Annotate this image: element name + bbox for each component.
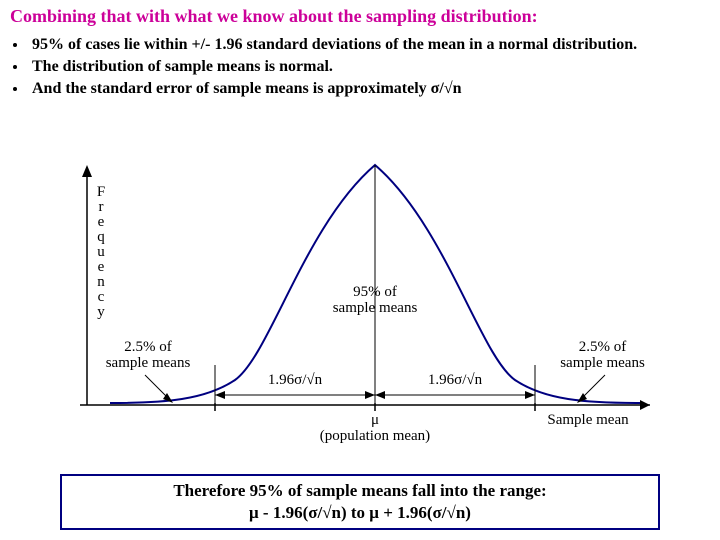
- y-axis-letter: F: [97, 184, 105, 200]
- bullet-list: 95% of cases lie within +/- 1.96 standar…: [0, 31, 720, 99]
- x-axis-label: Sample mean: [533, 413, 643, 429]
- right-interval-label: 1.96σ/√n: [410, 373, 500, 389]
- conclusion-line: Therefore 95% of sample means fall into …: [70, 480, 650, 502]
- label-text: Sample mean: [547, 412, 628, 428]
- slide-title: Combining that with what we know about t…: [0, 0, 720, 31]
- y-axis-label: F r e q u e n c y: [95, 185, 107, 320]
- right-tail-label: 2.5% ofsample means: [555, 340, 650, 372]
- label-text: 95% ofsample means: [333, 284, 418, 316]
- bullet-item: And the standard error of sample means i…: [28, 79, 700, 99]
- bullet-item: 95% of cases lie within +/- 1.96 standar…: [28, 35, 700, 55]
- y-axis-letter: c: [98, 289, 105, 305]
- mu-label: μ(population mean): [305, 413, 445, 445]
- label-text: μ(population mean): [320, 412, 430, 444]
- y-axis-letter: e: [98, 259, 105, 275]
- conclusion-line: μ - 1.96(σ/√n) to μ + 1.96(σ/√n): [70, 502, 650, 524]
- y-axis-letter: y: [97, 304, 105, 320]
- left-tail-label: 2.5% ofsample means: [103, 340, 193, 372]
- center-label: 95% ofsample means: [315, 285, 435, 317]
- y-axis-letter: r: [99, 199, 104, 215]
- label-text: 2.5% ofsample means: [106, 339, 191, 371]
- y-axis-letter: n: [97, 274, 105, 290]
- left-interval-label: 1.96σ/√n: [250, 373, 340, 389]
- y-axis-letter: e: [98, 214, 105, 230]
- conclusion-box: Therefore 95% of sample means fall into …: [60, 474, 660, 530]
- bullet-item: The distribution of sample means is norm…: [28, 57, 700, 77]
- bell-curve-chart: F r e q u e n c y 2.5% ofsample means 2.…: [55, 155, 665, 455]
- label-text: 2.5% ofsample means: [560, 339, 645, 371]
- y-axis-letter: q: [97, 229, 105, 245]
- label-text: 1.96σ/√n: [428, 372, 482, 388]
- label-text: 1.96σ/√n: [268, 372, 322, 388]
- y-axis-letter: u: [97, 244, 105, 260]
